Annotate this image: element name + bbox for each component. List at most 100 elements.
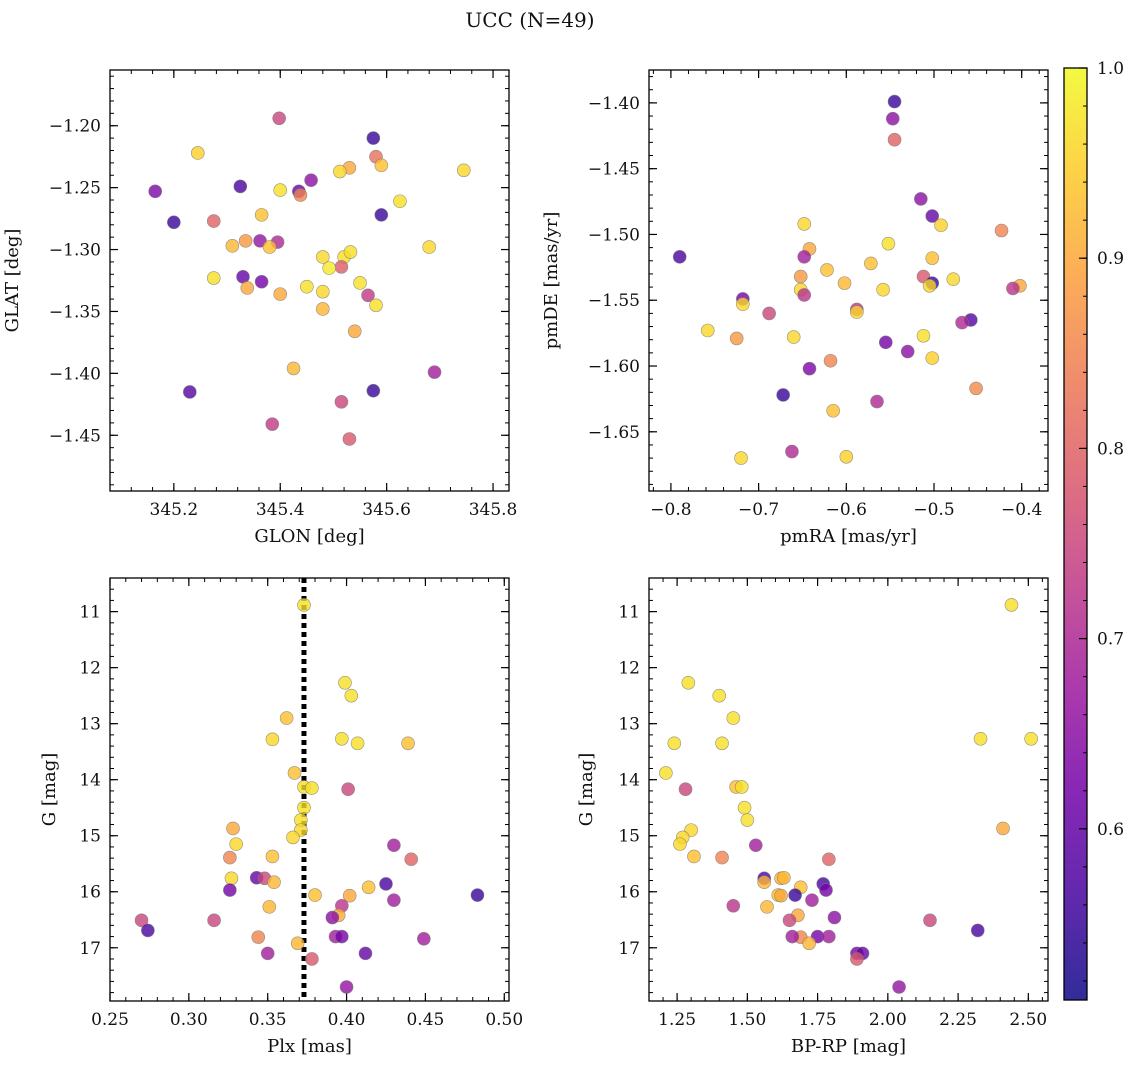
- scatter-point: [325, 910, 340, 925]
- scatter-point: [672, 250, 687, 264]
- scatter-point: [273, 287, 288, 301]
- scatter-point: [819, 883, 833, 897]
- scatter-point: [334, 395, 349, 409]
- y-tick-label: 13: [618, 715, 640, 735]
- scatter-point: [715, 850, 729, 865]
- scatter-point: [223, 883, 237, 897]
- scatter-point: [678, 782, 693, 797]
- scatter-point: [290, 936, 305, 951]
- scatter-point: [343, 245, 358, 259]
- scatter-point: [994, 223, 1009, 238]
- scatter-point: [183, 385, 197, 399]
- y-tick-label: −1.20: [49, 117, 101, 137]
- scatter-point: [470, 888, 485, 902]
- scatter-point: [341, 782, 355, 797]
- colorbar-frame: [1063, 67, 1088, 1001]
- colorbar-tick-label: 0.9: [1097, 249, 1124, 269]
- scatter-point: [379, 877, 393, 891]
- scatter-point: [315, 284, 330, 299]
- x-tick-label: −0.4: [1001, 500, 1042, 520]
- scatter-point: [922, 278, 937, 293]
- scatter-point: [667, 736, 682, 751]
- scatter-point: [253, 234, 267, 248]
- y-tick-label: 11: [79, 603, 101, 623]
- scatter-point: [224, 871, 239, 886]
- scatter-point: [864, 256, 878, 271]
- x-tick-label: 2.00: [869, 1010, 907, 1030]
- figure-title: UCC (N=49): [465, 8, 594, 32]
- scatter-point: [925, 209, 940, 223]
- scatter-point: [925, 251, 940, 265]
- y-tick-label: 16: [79, 883, 101, 903]
- y-tick-label: −1.45: [49, 426, 101, 446]
- axes-frame: [109, 577, 510, 1002]
- scatter-point: [207, 913, 221, 928]
- scatter-point: [837, 276, 852, 290]
- scatter-point: [878, 335, 893, 350]
- scatter-point: [839, 449, 854, 464]
- scatter-point: [681, 675, 696, 690]
- scatter-point: [401, 736, 415, 751]
- scatter-point: [342, 432, 357, 446]
- y-axis-label: pmDE [mas/yr]: [541, 212, 562, 350]
- scatter-point: [366, 383, 381, 398]
- scatter-point: [823, 353, 838, 368]
- scatter-point: [134, 913, 149, 928]
- scatter-point: [955, 315, 969, 330]
- scatter-point: [776, 388, 790, 402]
- scatter-point: [760, 900, 774, 914]
- x-tick-label: 1.75: [799, 1010, 837, 1030]
- scatter-point: [350, 736, 365, 751]
- scatter-point: [827, 910, 842, 925]
- x-tick-label: 0.35: [249, 1010, 287, 1030]
- scatter-point: [286, 361, 301, 376]
- scatter-point: [892, 980, 906, 994]
- x-axis-label: Plx [mas]: [267, 1036, 352, 1057]
- x-tick-label: 2.25: [939, 1010, 977, 1030]
- scatter-point: [785, 444, 799, 459]
- scatter-point: [914, 192, 928, 206]
- scatter-point: [308, 888, 322, 902]
- scatter-point: [729, 331, 744, 346]
- x-tick-label: 1.50: [728, 1010, 766, 1030]
- scatter-point: [265, 732, 280, 747]
- axes-frame: [648, 69, 1049, 492]
- panel-glon-glat: 345.2 345.4 345.6 345.8 −1.20 −1.25 −1.30 −1.35…: [2, 69, 517, 547]
- scatter-point: [286, 830, 300, 845]
- scatter-point: [996, 821, 1010, 836]
- y-tick-label: 16: [618, 883, 640, 903]
- scatter-point: [785, 929, 800, 944]
- scatter-point: [297, 800, 311, 815]
- y-tick-label: 15: [618, 827, 640, 847]
- scatter-point: [1006, 281, 1020, 296]
- y-tick-label: 13: [79, 715, 101, 735]
- scatter-point: [805, 893, 819, 907]
- y-tick-label: 12: [79, 659, 101, 679]
- y-tick-label: −1.45: [588, 160, 640, 180]
- x-tick-label: 345.2: [150, 500, 199, 520]
- x-tick-label: 0.50: [485, 1010, 523, 1030]
- scatter-point: [226, 821, 240, 836]
- scatter-point: [339, 980, 354, 994]
- scatter-point: [916, 328, 931, 343]
- scatter-point: [456, 163, 471, 178]
- y-tick-label: −1.40: [588, 94, 640, 114]
- scatter-point: [712, 688, 727, 703]
- x-tick-label: −0.6: [826, 500, 867, 520]
- scatter-point: [797, 217, 812, 231]
- scatter-point: [850, 952, 864, 966]
- scatter-point: [148, 184, 163, 199]
- scatter-point: [887, 94, 902, 109]
- scatter-point: [361, 880, 376, 895]
- scatter-point: [225, 239, 240, 253]
- colorbar-tick-label: 0.7: [1097, 630, 1124, 650]
- scatter-point: [254, 208, 269, 222]
- scatter-point: [797, 288, 812, 302]
- y-tick-label: 12: [618, 659, 640, 679]
- x-tick-label: 1.25: [658, 1010, 696, 1030]
- scatter-point: [887, 132, 902, 147]
- scatter-point: [315, 250, 330, 264]
- y-tick-label: 15: [79, 827, 101, 847]
- colorbar-tick-label: 0.8: [1097, 439, 1124, 459]
